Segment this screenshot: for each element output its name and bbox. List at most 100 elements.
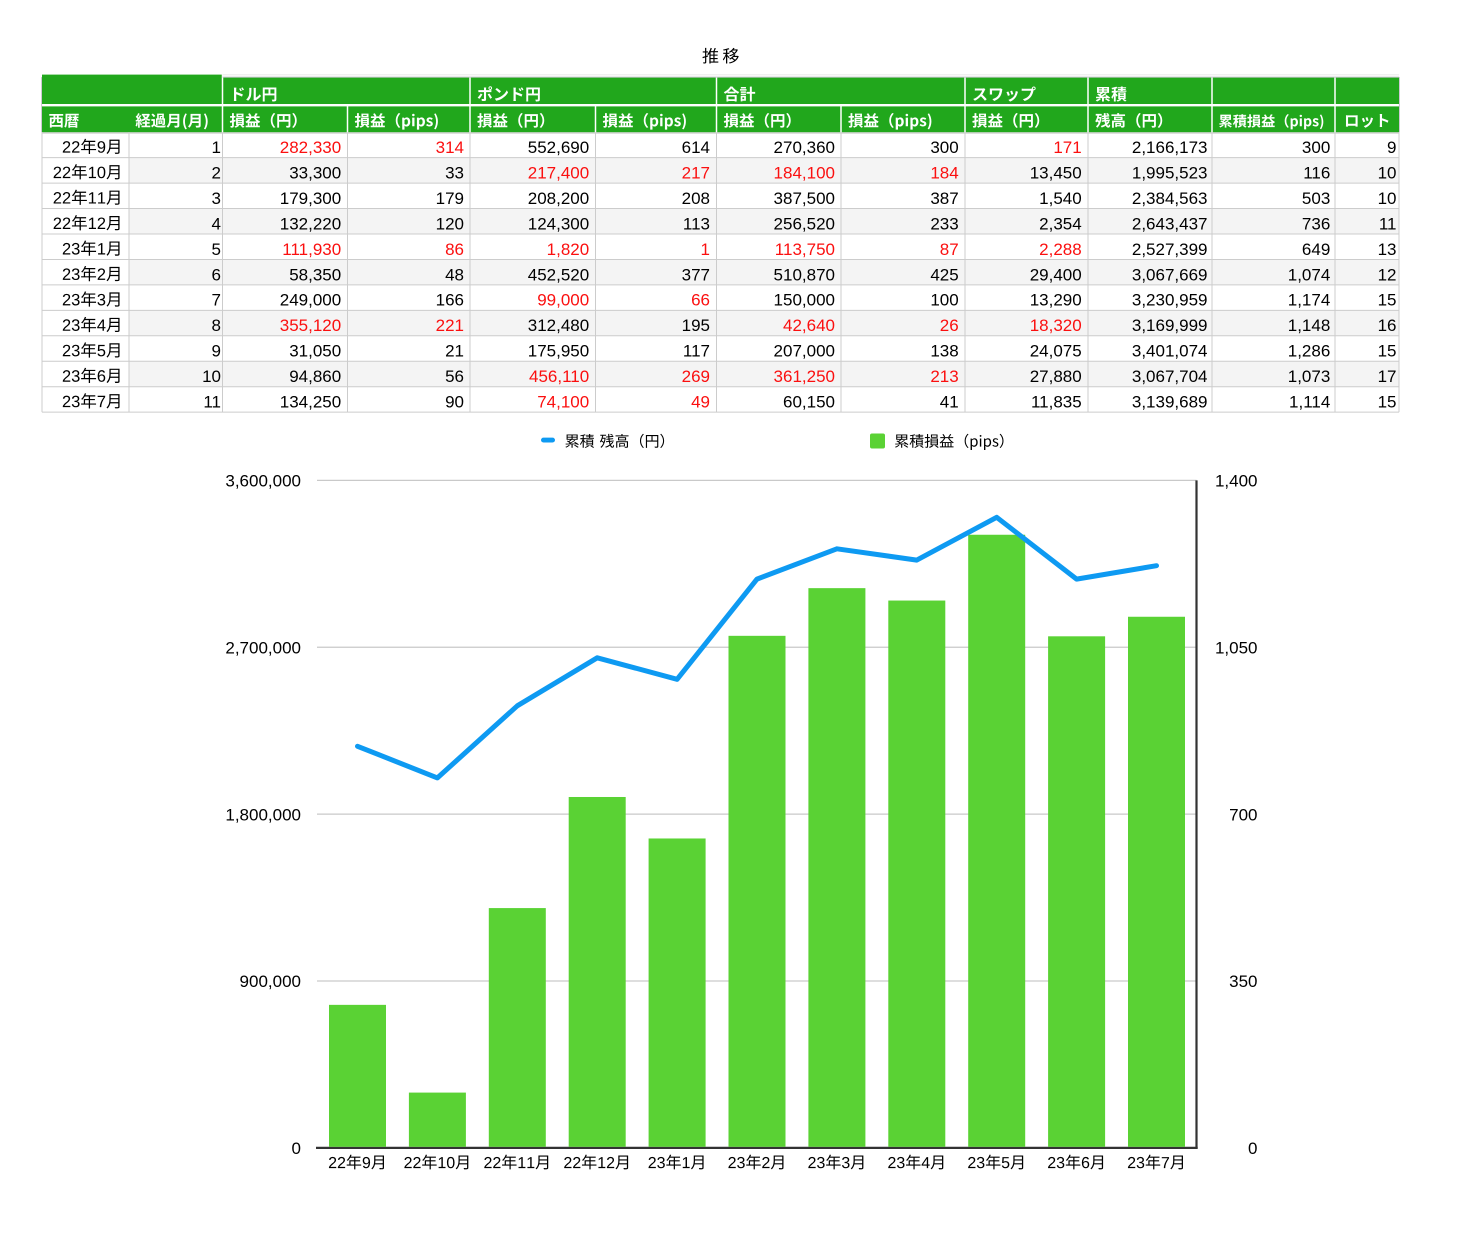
svg-text:4: 4 xyxy=(212,214,221,233)
svg-text:217,400: 217,400 xyxy=(528,163,589,182)
svg-text:3,230,959: 3,230,959 xyxy=(1132,291,1208,310)
svg-text:15: 15 xyxy=(1378,291,1397,310)
svg-text:1,174: 1,174 xyxy=(1288,291,1331,310)
svg-text:452,520: 452,520 xyxy=(528,265,589,284)
svg-text:138: 138 xyxy=(930,342,958,361)
svg-text:116: 116 xyxy=(1303,163,1330,182)
svg-text:1,540: 1,540 xyxy=(1039,189,1082,208)
svg-text:9: 9 xyxy=(212,342,221,361)
svg-text:15: 15 xyxy=(1378,393,1397,412)
svg-text:1,286: 1,286 xyxy=(1288,342,1331,361)
svg-text:1,073: 1,073 xyxy=(1288,367,1331,386)
svg-text:425: 425 xyxy=(930,265,958,284)
svg-text:66: 66 xyxy=(691,291,710,310)
svg-text:120: 120 xyxy=(436,214,464,233)
svg-text:13,450: 13,450 xyxy=(1030,163,1082,182)
svg-text:166: 166 xyxy=(436,291,464,310)
svg-text:700: 700 xyxy=(1229,805,1257,824)
svg-text:649: 649 xyxy=(1302,240,1330,259)
svg-text:213: 213 xyxy=(930,367,958,386)
svg-text:900,000: 900,000 xyxy=(240,972,301,991)
svg-text:33: 33 xyxy=(445,163,464,182)
svg-text:48: 48 xyxy=(445,265,464,284)
svg-text:2,700,000: 2,700,000 xyxy=(225,638,301,657)
svg-text:0: 0 xyxy=(292,1139,301,1158)
svg-text:10: 10 xyxy=(1378,163,1397,182)
svg-text:29,400: 29,400 xyxy=(1030,265,1082,284)
svg-text:86: 86 xyxy=(445,240,464,259)
svg-text:350: 350 xyxy=(1229,972,1257,991)
svg-text:6: 6 xyxy=(212,265,221,284)
svg-text:17: 17 xyxy=(1378,367,1397,386)
svg-text:3,169,999: 3,169,999 xyxy=(1132,316,1208,335)
svg-text:2,288: 2,288 xyxy=(1039,240,1082,259)
svg-text:15: 15 xyxy=(1378,342,1397,361)
svg-text:184,100: 184,100 xyxy=(774,163,835,182)
svg-text:361,250: 361,250 xyxy=(774,367,835,386)
svg-text:2,527,399: 2,527,399 xyxy=(1132,240,1208,259)
svg-text:12: 12 xyxy=(1378,265,1397,284)
svg-text:58,350: 58,350 xyxy=(289,265,341,284)
svg-text:179: 179 xyxy=(436,189,464,208)
svg-text:27,880: 27,880 xyxy=(1030,367,1082,386)
svg-text:208,200: 208,200 xyxy=(528,189,589,208)
svg-text:1,074: 1,074 xyxy=(1288,265,1331,284)
svg-text:3,067,704: 3,067,704 xyxy=(1132,367,1208,386)
svg-text:552,690: 552,690 xyxy=(528,138,589,157)
svg-text:233: 233 xyxy=(930,214,958,233)
svg-text:270,360: 270,360 xyxy=(774,138,835,157)
svg-text:9: 9 xyxy=(1387,138,1396,157)
svg-text:26: 26 xyxy=(940,316,959,335)
svg-text:41: 41 xyxy=(940,393,959,412)
svg-text:113: 113 xyxy=(683,214,710,233)
svg-text:377: 377 xyxy=(682,265,710,284)
svg-text:2: 2 xyxy=(212,163,221,182)
svg-text:113,750: 113,750 xyxy=(775,240,835,259)
svg-text:21: 21 xyxy=(445,342,464,361)
svg-text:300: 300 xyxy=(930,138,958,157)
svg-text:510,870: 510,870 xyxy=(774,265,835,284)
svg-text:614: 614 xyxy=(682,138,710,157)
svg-text:387,500: 387,500 xyxy=(774,189,835,208)
svg-text:10: 10 xyxy=(1378,189,1397,208)
svg-text:1,995,523: 1,995,523 xyxy=(1132,163,1208,182)
svg-text:87: 87 xyxy=(940,240,959,259)
svg-text:1: 1 xyxy=(212,138,221,157)
svg-text:217: 217 xyxy=(682,163,710,182)
svg-text:175,950: 175,950 xyxy=(528,342,589,361)
svg-text:100: 100 xyxy=(930,291,958,310)
svg-text:99,000: 99,000 xyxy=(537,291,589,310)
svg-text:5: 5 xyxy=(212,240,221,259)
svg-text:0: 0 xyxy=(1248,1139,1257,1158)
svg-text:49: 49 xyxy=(691,393,710,412)
svg-text:503: 503 xyxy=(1302,189,1330,208)
svg-text:7: 7 xyxy=(212,291,221,310)
svg-text:74,100: 74,100 xyxy=(537,393,589,412)
svg-text:1: 1 xyxy=(701,240,710,259)
svg-text:60,150: 60,150 xyxy=(783,393,835,412)
svg-text:11: 11 xyxy=(203,393,221,412)
svg-text:387: 387 xyxy=(930,189,958,208)
svg-text:3,600,000: 3,600,000 xyxy=(225,472,301,491)
svg-text:13: 13 xyxy=(1378,240,1397,259)
svg-text:1,114: 1,114 xyxy=(1289,393,1330,412)
svg-text:56: 56 xyxy=(445,367,464,386)
svg-text:184: 184 xyxy=(930,163,958,182)
svg-text:208: 208 xyxy=(682,189,710,208)
svg-text:134,250: 134,250 xyxy=(280,393,341,412)
svg-text:10: 10 xyxy=(202,367,221,386)
svg-text:312,480: 312,480 xyxy=(528,316,589,335)
svg-text:314: 314 xyxy=(436,138,464,157)
svg-text:2,384,563: 2,384,563 xyxy=(1132,189,1208,208)
svg-text:221: 221 xyxy=(436,316,464,335)
svg-text:117: 117 xyxy=(683,342,710,361)
svg-text:1,800,000: 1,800,000 xyxy=(225,805,301,824)
svg-text:42,640: 42,640 xyxy=(783,316,835,335)
svg-text:355,120: 355,120 xyxy=(280,316,341,335)
svg-text:11,835: 11,835 xyxy=(1031,393,1082,412)
svg-text:16: 16 xyxy=(1378,316,1397,335)
svg-text:171: 171 xyxy=(1053,138,1081,157)
svg-text:13,290: 13,290 xyxy=(1030,291,1082,310)
svg-text:456,110: 456,110 xyxy=(529,367,589,386)
svg-text:2,643,437: 2,643,437 xyxy=(1132,214,1208,233)
